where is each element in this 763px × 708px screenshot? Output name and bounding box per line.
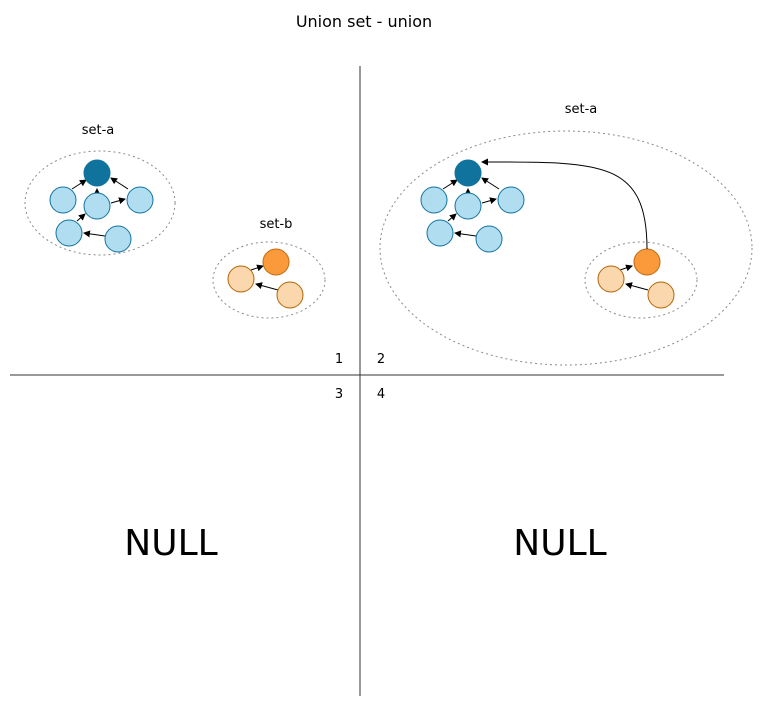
edge-a5-a4 bbox=[454, 230, 477, 238]
edge-a4-a2 bbox=[447, 213, 457, 222]
set-a-group: set-a bbox=[24, 123, 176, 256]
set-a-root-node bbox=[454, 159, 482, 187]
edge-a2-a3 bbox=[110, 197, 126, 205]
set-b-boundary bbox=[212, 241, 326, 319]
edge-a4-a2 bbox=[76, 213, 86, 222]
quadrant-4-null-text: NULL bbox=[513, 523, 606, 564]
union-set-a-label: set-a bbox=[565, 102, 598, 117]
set-a-node bbox=[83, 192, 111, 220]
union-link-arrow bbox=[481, 158, 648, 250]
set-b-node bbox=[597, 265, 625, 293]
edge-b1-root bbox=[250, 264, 264, 272]
set-b-group: set-b bbox=[212, 217, 326, 319]
union-set-a-boundary bbox=[379, 130, 753, 366]
set-a-root-node bbox=[83, 159, 111, 187]
edge-b2-b1 bbox=[255, 282, 279, 291]
edge-a5-a4 bbox=[83, 230, 106, 238]
set-b-root-node bbox=[633, 248, 661, 276]
quadrant-3-null-text: NULL bbox=[124, 523, 217, 564]
set-a-node bbox=[55, 219, 83, 247]
quadrant-2-number: 2 bbox=[377, 352, 385, 367]
set-a-node bbox=[426, 219, 454, 247]
merged-subset-boundary bbox=[584, 241, 698, 319]
set-b-root-node bbox=[262, 248, 290, 276]
set-a-node bbox=[497, 186, 525, 214]
edge-a2-a3 bbox=[481, 197, 497, 205]
set-b-node bbox=[276, 281, 304, 309]
inner-set-a bbox=[420, 159, 525, 253]
edge-b1-root bbox=[619, 264, 633, 272]
quadrant-1: set-a set-b bbox=[24, 123, 326, 319]
inner-set-b bbox=[584, 241, 698, 319]
set-a-label: set-a bbox=[82, 123, 115, 138]
set-a-node bbox=[126, 186, 154, 214]
quadrant-4-number: 4 bbox=[377, 387, 385, 402]
set-b-node bbox=[647, 281, 675, 309]
quadrant-1-number: 1 bbox=[335, 352, 343, 367]
set-a-boundary bbox=[24, 150, 176, 256]
edge-b2-b1 bbox=[625, 282, 649, 291]
set-b-label: set-b bbox=[260, 217, 293, 232]
edge-a1-root bbox=[71, 179, 87, 190]
edge-a1-root bbox=[442, 179, 458, 190]
edge-a3-root bbox=[481, 177, 500, 190]
quadrant-3-number: 3 bbox=[335, 387, 343, 402]
set-a-node bbox=[475, 225, 503, 253]
set-a-node bbox=[454, 192, 482, 220]
set-a-node bbox=[49, 186, 77, 214]
edge-a3-root bbox=[110, 177, 129, 190]
set-b-node bbox=[227, 265, 255, 293]
set-a-node bbox=[420, 186, 448, 214]
quadrant-2: set-a bbox=[379, 102, 753, 366]
set-a-node bbox=[104, 225, 132, 253]
diagram-title: Union set - union bbox=[296, 12, 432, 31]
